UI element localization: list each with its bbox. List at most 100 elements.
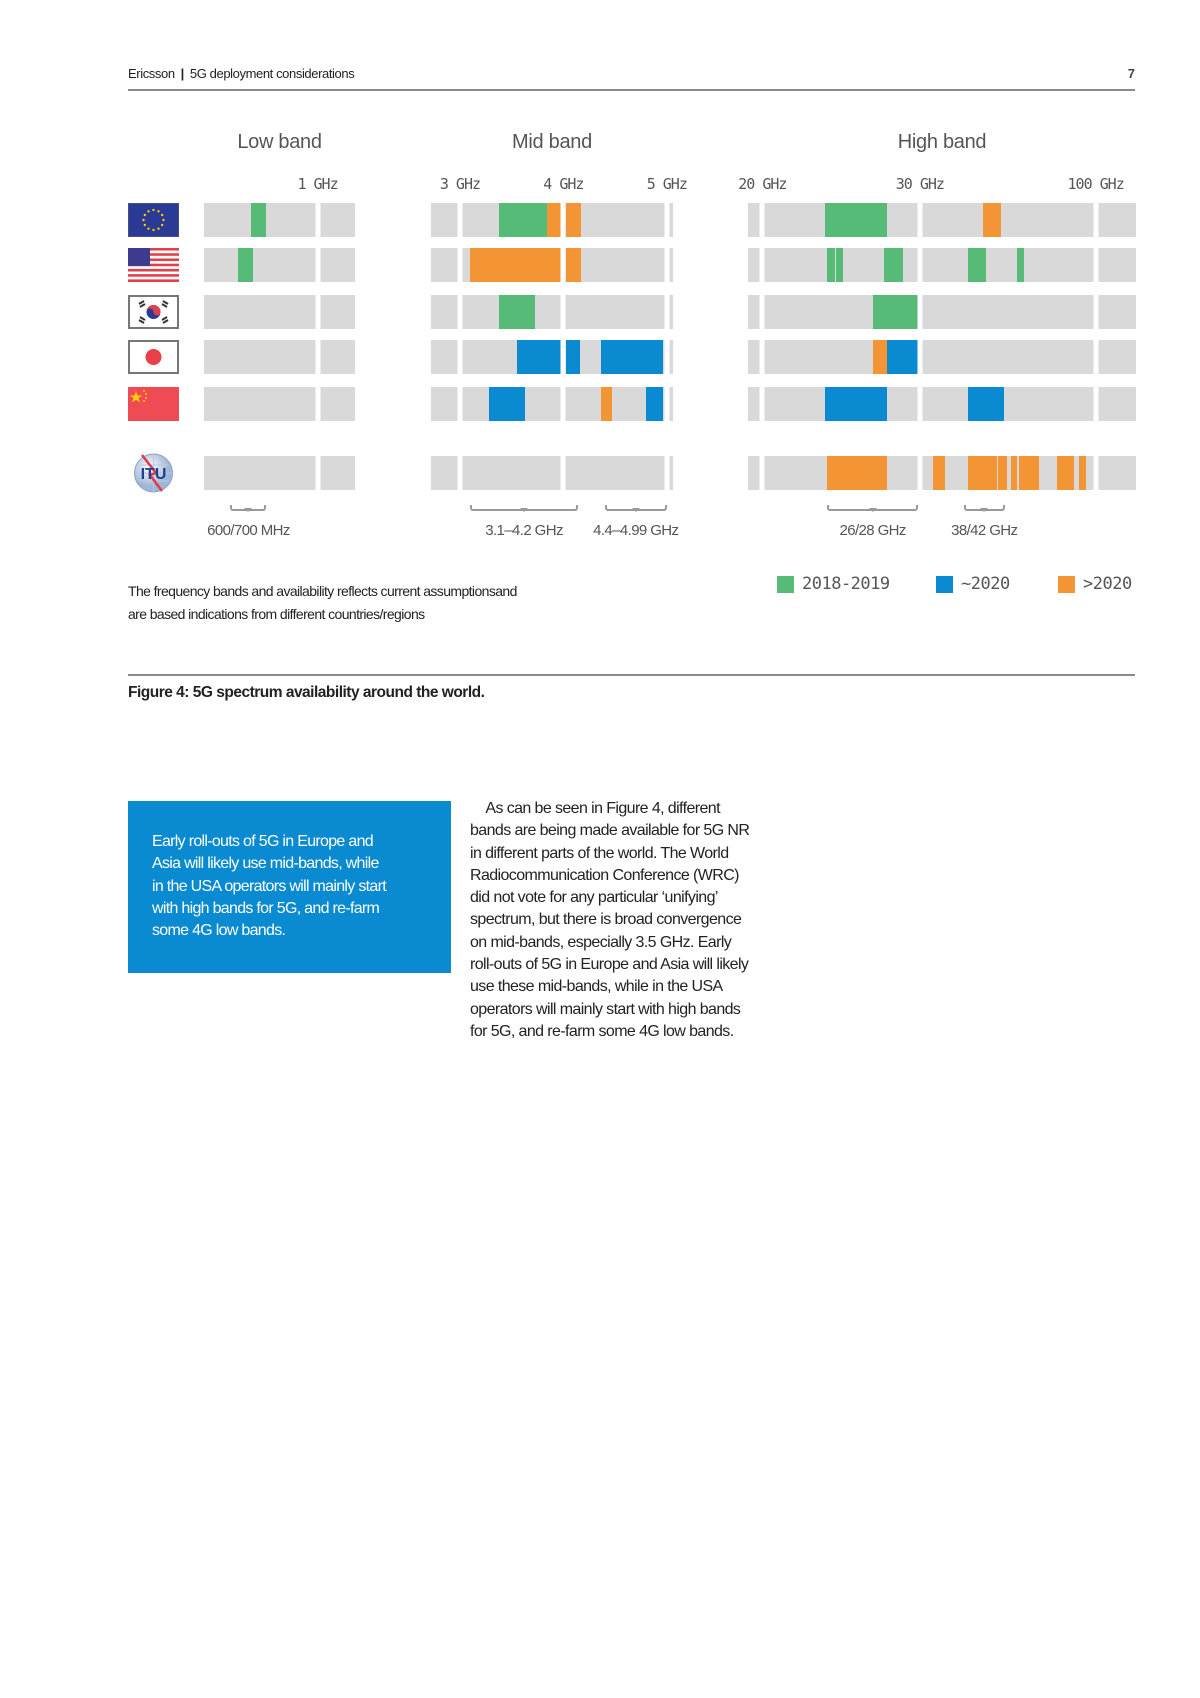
tick-label: 20 GHz xyxy=(738,175,787,193)
body-line: use these mid-bands, while in the USA xyxy=(470,978,723,996)
spectrum-row-itu-high xyxy=(748,456,1136,490)
band-segment xyxy=(499,295,536,329)
band-title-mid: Mid band xyxy=(512,131,592,153)
band-segment xyxy=(968,248,987,282)
spectrum-row-japan-mid xyxy=(431,340,673,374)
spectrum-row-eu-low xyxy=(204,203,355,237)
tick-divider xyxy=(759,387,765,421)
tick-divider xyxy=(315,203,321,237)
legend-label: ~2020 xyxy=(961,574,1010,594)
tick-divider xyxy=(1093,248,1099,282)
page-number: 7 xyxy=(1127,66,1135,81)
spectrum-row-itu-mid xyxy=(431,456,673,490)
china-flag-icon xyxy=(128,387,179,421)
body-line: in different parts of the world. The Wor… xyxy=(470,844,729,862)
tick-divider xyxy=(917,387,923,421)
body-line: on mid-bands, especially 3.5 GHz. Early xyxy=(470,933,732,951)
tick-divider xyxy=(457,295,463,329)
tick-label: 1 GHz xyxy=(297,175,338,193)
tick-divider xyxy=(315,295,321,329)
header-brand: Ericsson xyxy=(128,66,175,81)
tick-divider xyxy=(457,248,463,282)
tick-divider xyxy=(917,248,923,282)
tick-divider xyxy=(917,295,923,329)
tick-divider xyxy=(917,203,923,237)
figure-footnote: The frequency bands and availability ref… xyxy=(128,580,517,626)
tick-divider xyxy=(560,248,566,282)
band-segment xyxy=(470,248,562,282)
spectrum-row-china-high xyxy=(748,387,1136,421)
tick-divider xyxy=(664,203,670,237)
spectrum-row-korea-high xyxy=(748,295,1136,329)
tick-divider xyxy=(560,387,566,421)
header-title: 5G deployment considerations xyxy=(189,66,355,81)
range-bracket xyxy=(826,505,919,512)
spectrum-row-china-low xyxy=(204,387,355,421)
band-segment xyxy=(546,203,562,237)
spectrum-row-korea-low xyxy=(204,295,355,329)
tick-divider xyxy=(560,456,566,490)
band-segment xyxy=(566,248,581,282)
svg-text:ITU: ITU xyxy=(141,466,167,483)
eu-flag-icon xyxy=(127,202,180,238)
tick-label: 4 GHz xyxy=(543,175,584,193)
spectrum-row-usa-high xyxy=(748,248,1136,282)
spectrum-row-china-mid xyxy=(431,387,673,421)
band-segment xyxy=(600,387,612,421)
tick-divider xyxy=(457,203,463,237)
band-segment xyxy=(872,340,887,374)
south-korea-flag-icon xyxy=(128,295,179,329)
band-segment xyxy=(600,340,663,374)
spectrum-row-eu-mid xyxy=(431,203,673,237)
callout-line: Early roll-outs of 5G in Europe and xyxy=(152,833,374,850)
range-bracket xyxy=(230,505,267,512)
band-segment xyxy=(1016,248,1024,282)
callout-line: with high bands for 5G, and re-farm xyxy=(152,899,380,917)
tick-divider xyxy=(759,456,765,490)
header-rule xyxy=(128,89,1135,91)
body-line: roll-outs of 5G in Europe and Asia will … xyxy=(470,956,749,974)
tick-divider xyxy=(315,456,321,490)
range-bracket xyxy=(604,505,667,512)
legend-label: >2020 xyxy=(1083,574,1132,594)
callout-line: Asia will likely use mid-bands, while xyxy=(152,855,379,873)
pull-quote-box: Early roll-outs of 5G in Europe and Asia… xyxy=(128,801,451,973)
band-segment xyxy=(998,456,1008,490)
tick-label: 100 GHz xyxy=(1067,175,1125,193)
tick-divider xyxy=(315,248,321,282)
spectrum-row-korea-mid xyxy=(431,295,673,329)
band-segment xyxy=(826,248,835,282)
tick-label: 30 GHz xyxy=(895,175,945,193)
spectrum-row-japan-low xyxy=(204,340,355,374)
tick-divider xyxy=(1093,456,1099,490)
band-segment xyxy=(983,203,1002,237)
spectrum-row-itu-low xyxy=(204,456,355,490)
header-separator: | xyxy=(180,66,185,81)
band-segment xyxy=(883,248,903,282)
body-line: bands are being made available for 5G NR xyxy=(470,822,750,840)
tick-divider xyxy=(1093,340,1099,374)
range-bracket xyxy=(470,505,578,512)
spectrum-row-usa-low xyxy=(204,248,355,282)
tick-divider xyxy=(664,340,670,374)
tick-divider xyxy=(759,203,765,237)
band-segment xyxy=(566,340,580,374)
legend-swatch xyxy=(1058,575,1075,593)
body-line: As can be seen in Figure 4, different xyxy=(470,800,720,817)
band-segment xyxy=(1057,456,1075,490)
tick-divider xyxy=(664,248,670,282)
body-line: operators will mainly start with high ba… xyxy=(470,1000,741,1018)
band-segment xyxy=(872,295,919,329)
tick-divider xyxy=(560,340,566,374)
band-segment xyxy=(1078,456,1087,490)
tick-divider xyxy=(1093,295,1099,329)
band-title-high: High band xyxy=(897,131,987,153)
band-segment xyxy=(566,203,581,237)
band-segment xyxy=(968,387,1005,421)
tick-divider xyxy=(759,248,765,282)
spectrum-row-japan-high xyxy=(748,340,1136,374)
figure-caption: Figure 4: 5G spectrum availability aroun… xyxy=(128,684,485,701)
band-segment xyxy=(826,456,887,490)
itu-logo-icon: ITU xyxy=(128,451,179,495)
